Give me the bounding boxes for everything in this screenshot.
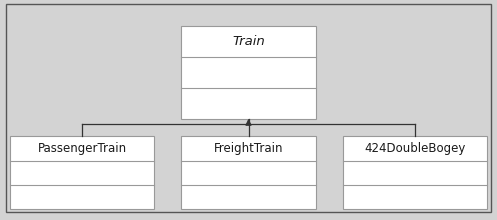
Text: PassengerTrain: PassengerTrain [37,142,127,155]
Bar [181,26,316,119]
Bar [181,136,316,209]
Text: Train: Train [232,35,265,48]
Bar [343,136,487,209]
Text: FreightTrain: FreightTrain [214,142,283,155]
Bar [10,136,154,209]
Text: 424DoubleBogey: 424DoubleBogey [364,142,466,155]
